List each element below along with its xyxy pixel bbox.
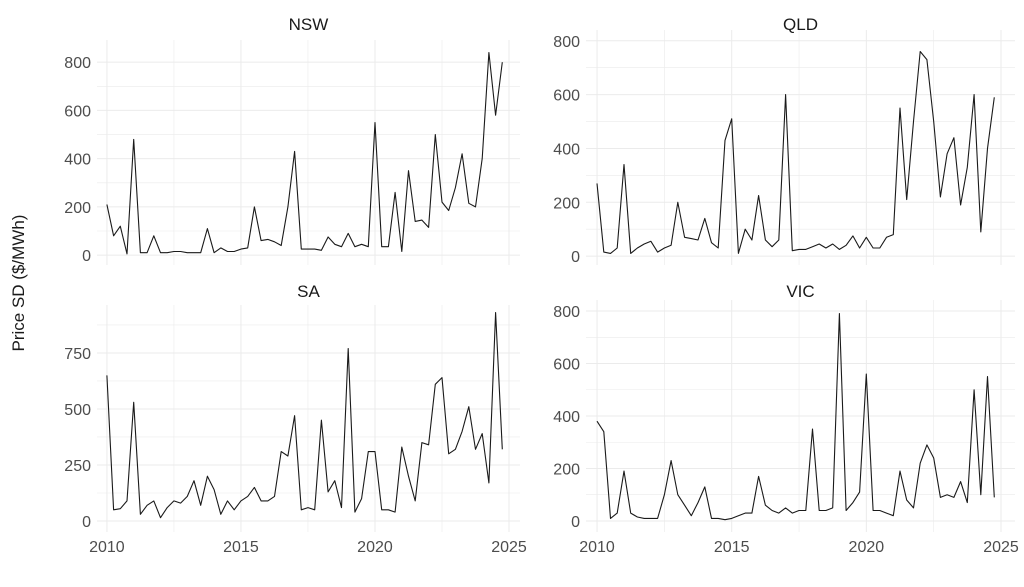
- y-tick-label: 200: [64, 200, 91, 217]
- y-tick-label: 600: [553, 88, 580, 105]
- x-tick-label: 2010: [89, 539, 125, 556]
- y-tick-label: 200: [553, 195, 580, 212]
- y-tick-label: 800: [64, 55, 91, 72]
- series-line-vic: [596, 313, 995, 521]
- panel-title-vic: VIC: [786, 282, 814, 301]
- y-axis-label: Price SD ($/MWh): [9, 215, 28, 352]
- x-tick-label: 2025: [983, 539, 1019, 556]
- panel-title-qld: QLD: [783, 15, 818, 34]
- x-tick-label: 2020: [849, 539, 885, 556]
- series-line-sa: [106, 312, 503, 519]
- y-tick-label: 0: [82, 248, 91, 265]
- y-tick-label: 400: [553, 409, 580, 426]
- y-tick-label: 400: [64, 152, 91, 169]
- y-tick-label: 600: [553, 357, 580, 374]
- series-line-qld: [596, 50, 995, 254]
- panel-title-nsw: NSW: [289, 15, 329, 34]
- y-tick-label: 600: [64, 103, 91, 120]
- y-tick-label: 500: [64, 402, 91, 419]
- y-tick-label: 800: [553, 34, 580, 51]
- x-tick-label: 2015: [714, 539, 750, 556]
- y-tick-label: 250: [64, 458, 91, 475]
- y-tick-label: 0: [82, 514, 91, 531]
- x-tick-label: 2010: [579, 539, 615, 556]
- y-tick-label: 200: [553, 461, 580, 478]
- panel-title-sa: SA: [297, 282, 320, 301]
- x-tick-label: 2015: [223, 539, 259, 556]
- series-line-nsw: [106, 51, 503, 255]
- y-tick-label: 400: [553, 141, 580, 158]
- y-tick-label: 750: [64, 346, 91, 363]
- x-tick-label: 2020: [357, 539, 393, 556]
- x-tick-label: 2025: [491, 539, 527, 556]
- y-tick-label: 0: [571, 514, 580, 531]
- y-tick-label: 800: [553, 304, 580, 321]
- y-tick-label: 0: [571, 249, 580, 266]
